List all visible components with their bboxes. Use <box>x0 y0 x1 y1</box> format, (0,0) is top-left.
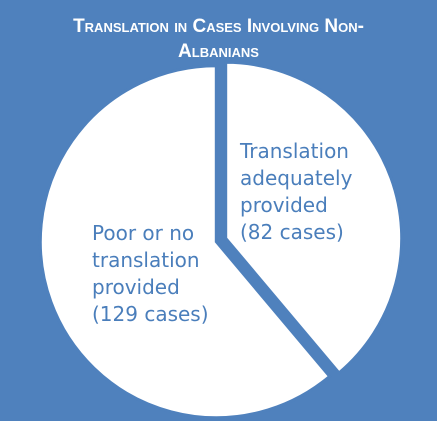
slice-value-label: (82 cases) <box>240 220 344 244</box>
slice-label: Poor or no translation provided <box>92 221 200 299</box>
pie-slice <box>224 60 404 376</box>
pie-slice <box>38 64 332 420</box>
slice-label: Translation adequately provided <box>240 139 353 217</box>
slice-value-label: (129 cases) <box>92 302 209 326</box>
chart-title: Translation in Cases Involving Non-Alban… <box>73 16 364 62</box>
title-box: Translation in Cases Involving Non-Alban… <box>0 14 437 64</box>
